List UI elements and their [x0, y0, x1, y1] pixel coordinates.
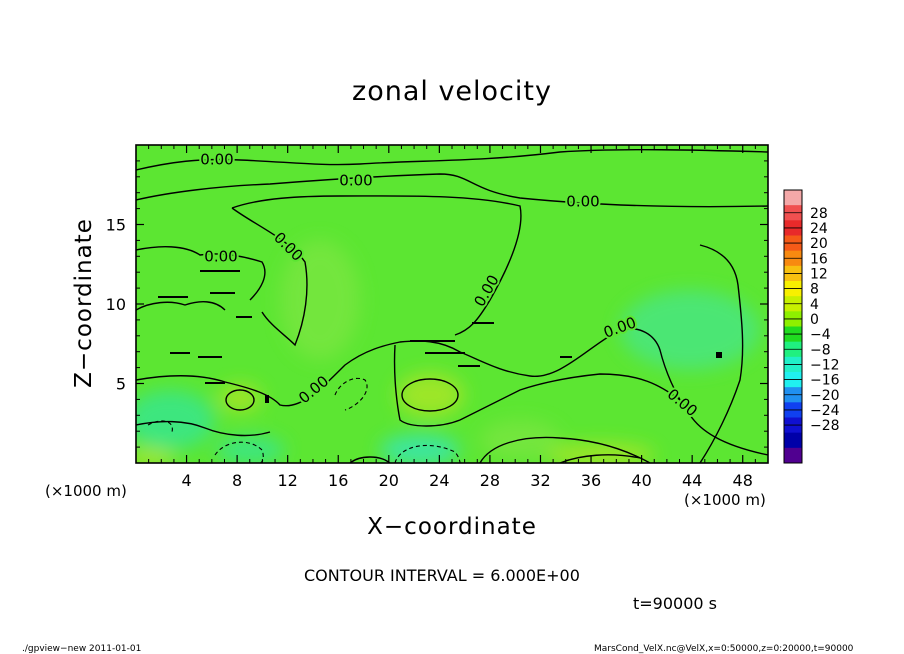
x-tick-label: 16 — [328, 471, 348, 490]
colorbar-label: −24 — [810, 403, 840, 419]
x-tick-label: 8 — [232, 471, 242, 490]
footer-right: MarsCond_VelX.nc@VelX,x=0:50000,z=0:2000… — [594, 644, 854, 654]
x-tick-label: 12 — [278, 471, 298, 490]
y-tick-label: 15 — [106, 216, 126, 235]
footer-left: ./gpview−new 2011-01-01 — [22, 644, 142, 654]
x-tick-label: 28 — [480, 471, 500, 490]
y-tick-label: 10 — [106, 295, 126, 314]
colorbar-label: −4 — [810, 327, 831, 343]
color-field — [136, 145, 768, 463]
colorbar-label: 0 — [810, 312, 819, 328]
colorbar-label: 16 — [810, 251, 828, 267]
x-tick-label: 24 — [429, 471, 449, 490]
chart-title: zonal velocity — [352, 76, 552, 107]
contour-label: 0.00 — [200, 151, 233, 169]
x-tick-label: 40 — [631, 471, 651, 490]
x-tick-label: 36 — [581, 471, 601, 490]
colorbar-label: 28 — [810, 206, 828, 222]
x-tick-label: 20 — [379, 471, 399, 490]
negative-contours — [147, 377, 461, 463]
colorbar-label: −28 — [810, 418, 840, 434]
colorbar-label: −12 — [810, 357, 840, 373]
x-axis-label: X−coordinate — [367, 514, 537, 540]
contour-label: 0.00 — [339, 172, 372, 190]
noisy-zero-contour — [158, 270, 722, 403]
colorbar-swatch — [784, 432, 802, 449]
x-tick-label: 32 — [530, 471, 550, 490]
colorbar-label: 24 — [810, 221, 828, 237]
contour-interval-text: CONTOUR INTERVAL = 6.000E+00 — [304, 566, 580, 585]
colorbar-label: 20 — [810, 236, 828, 252]
x-axis-ticks: 4 8 12 16 20 24 28 32 36 40 44 48 — [148, 145, 756, 490]
colorbar-swatch — [784, 447, 802, 464]
x-unit-label-left: (×1000 m) — [45, 482, 127, 500]
time-label: t=90000 s — [633, 594, 717, 613]
contour-label: 0.00 — [204, 248, 237, 266]
colorbar-swatch — [784, 190, 802, 206]
y-axis-ticks: 5 10 15 — [106, 160, 768, 448]
y-tick-label: 5 — [116, 375, 126, 394]
y-axis-label: Z−coordinate — [71, 218, 97, 388]
x-unit-label-right: (×1000 m) — [684, 491, 766, 509]
x-tick-label: 48 — [733, 471, 753, 490]
colorbar-label: 4 — [810, 297, 819, 313]
colorbar-label: −8 — [810, 342, 831, 358]
colorbar-label: −16 — [810, 373, 840, 389]
colorbar-label: 12 — [810, 266, 828, 282]
colorbar-label: 8 — [810, 282, 819, 298]
x-tick-label: 4 — [181, 471, 191, 490]
colorbar-label: −20 — [810, 388, 840, 404]
contour-label: 0.00 — [566, 193, 599, 211]
x-tick-label: 44 — [682, 471, 702, 490]
colorbar-frame — [783, 189, 803, 464]
